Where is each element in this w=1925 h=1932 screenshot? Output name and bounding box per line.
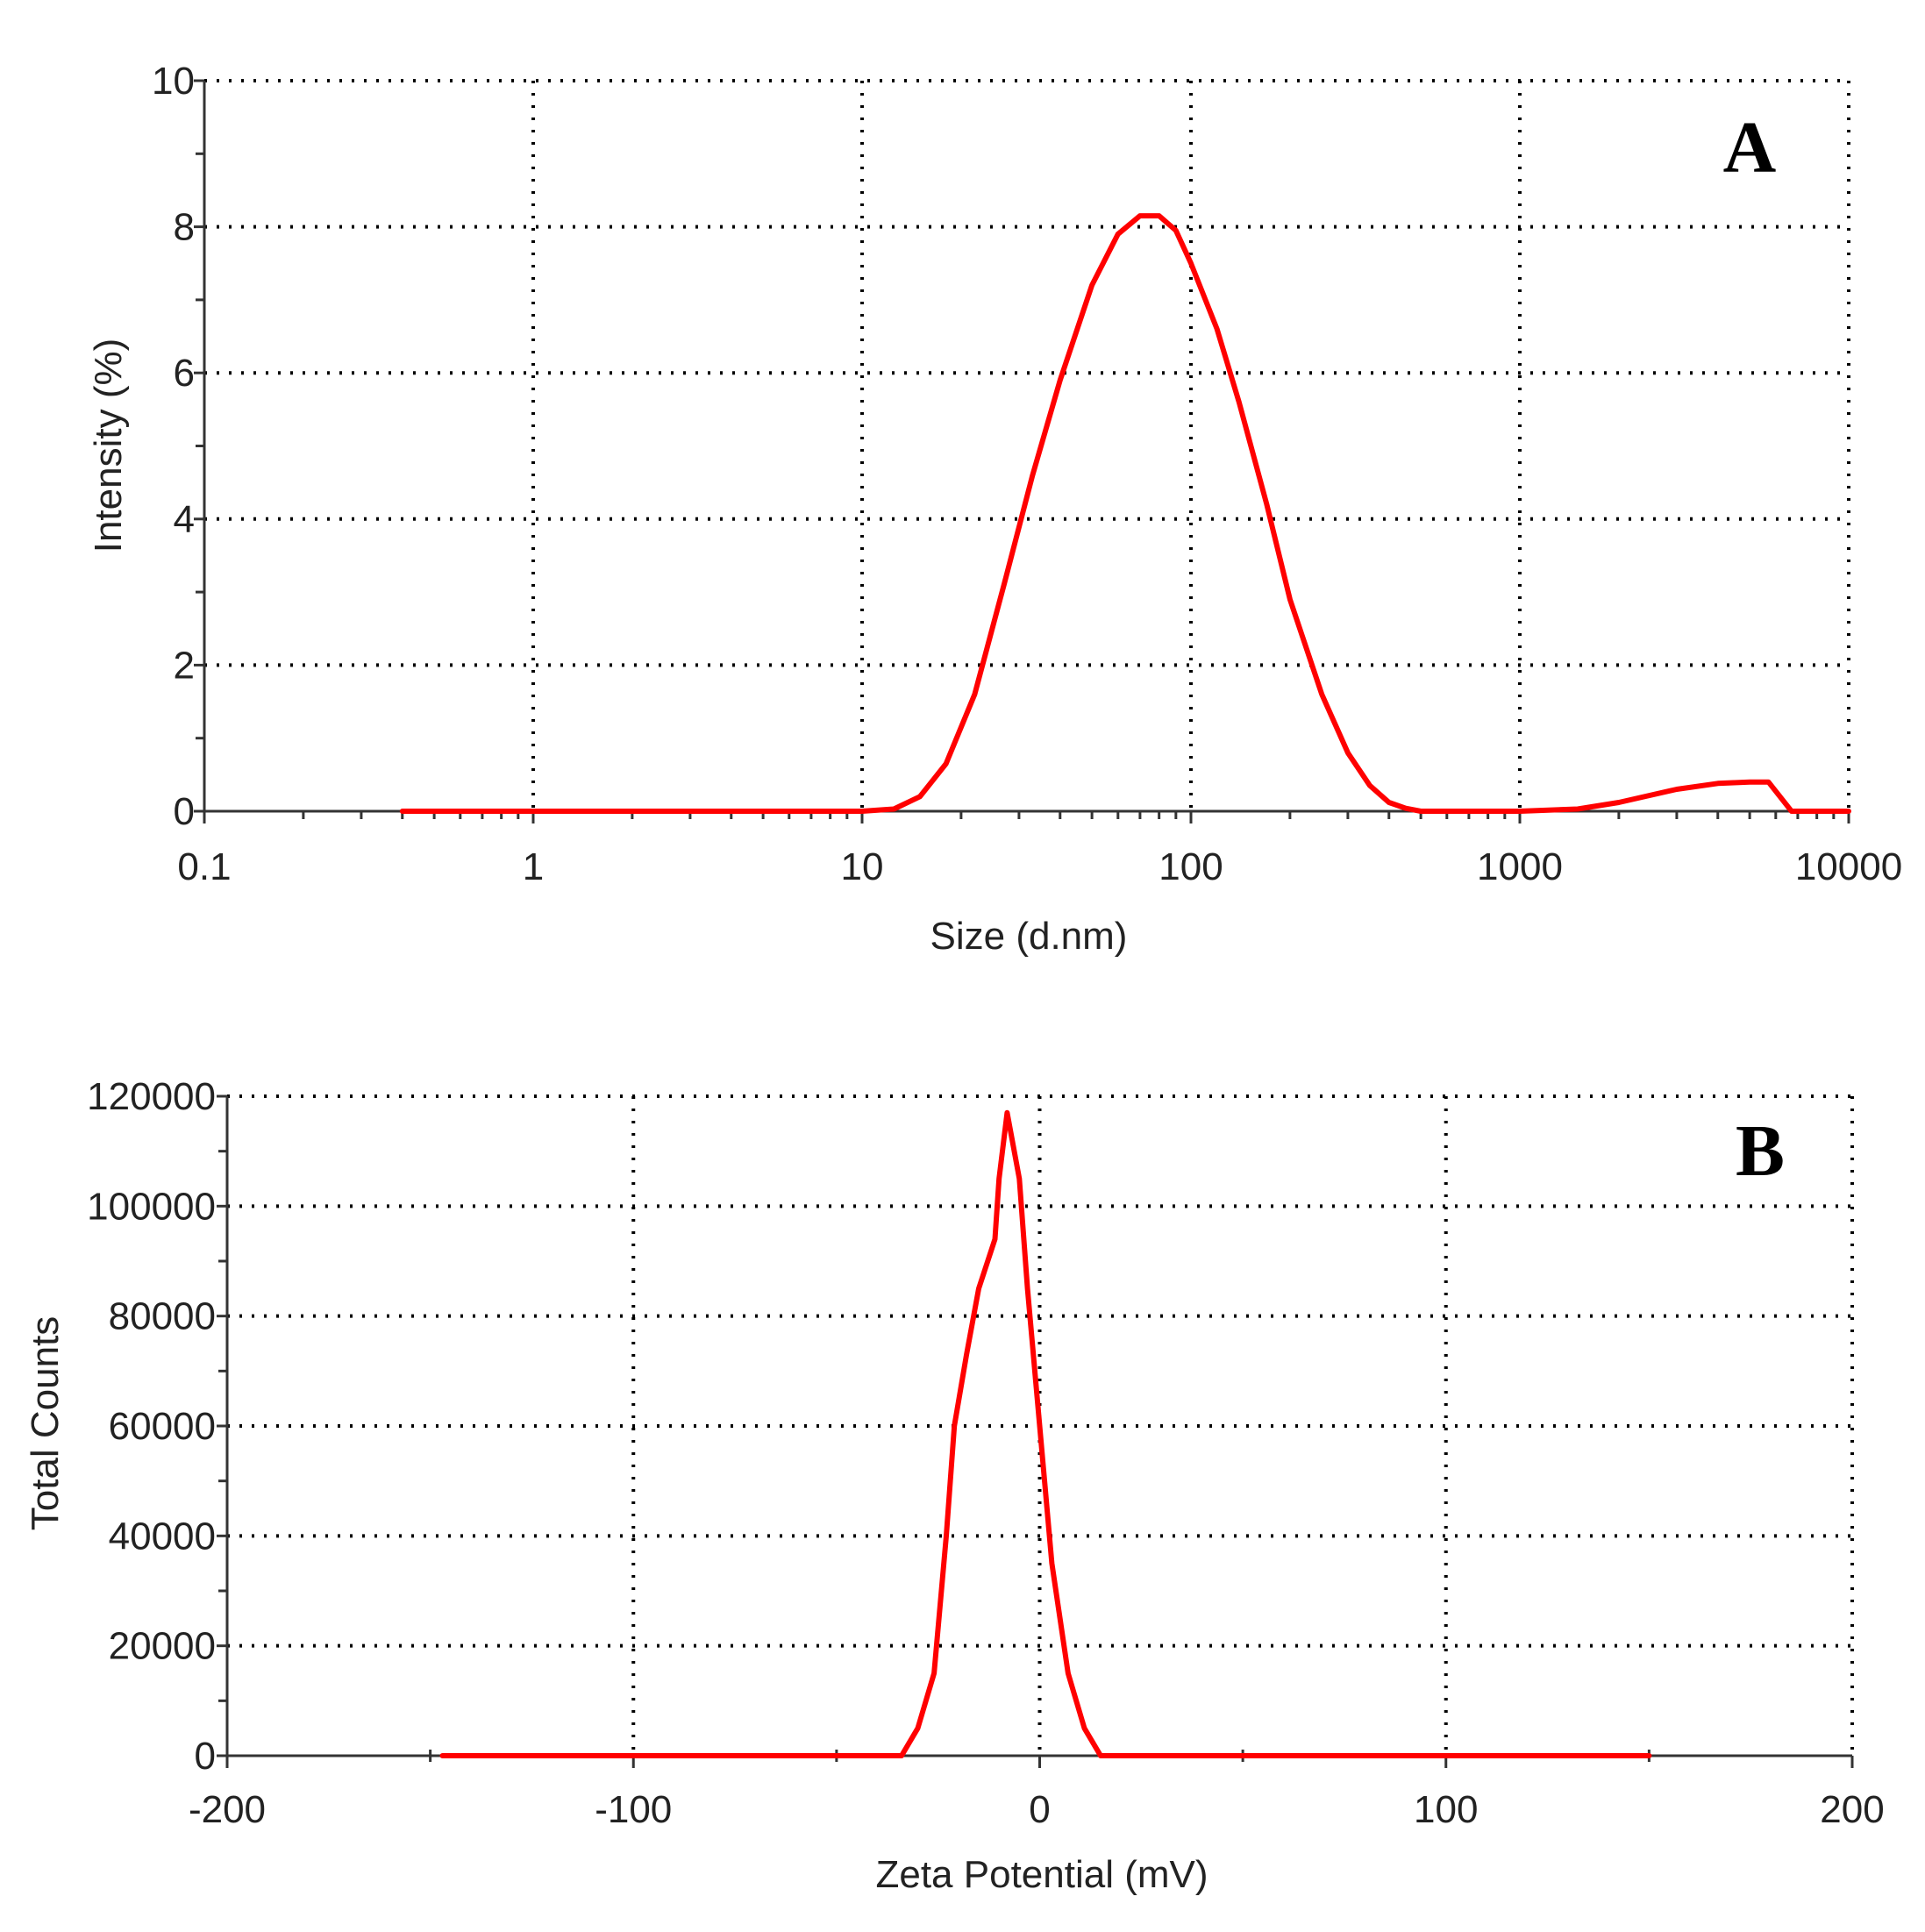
chart-b-y-axis-title: Total Counts bbox=[24, 1316, 67, 1531]
chart-b-y-tick-label: 0 bbox=[195, 1735, 216, 1778]
chart-b-x-tick-label: 100 bbox=[1414, 1788, 1478, 1831]
chart-a-y-tick-label: 2 bbox=[174, 644, 195, 687]
chart-a-x-tick-label: 10000 bbox=[1795, 845, 1902, 888]
chart-a-y-tick-label: 4 bbox=[174, 498, 195, 541]
chart-b-y-tick-label: 120000 bbox=[87, 1075, 216, 1118]
chart-b-panel-label: B bbox=[1736, 1110, 1785, 1192]
chart-b-x-tick-labels: -200 -100 0 100 200 bbox=[189, 1788, 1885, 1831]
chart-a-x-tick-label: 100 bbox=[1159, 845, 1223, 888]
chart-b-x-tick-label: -200 bbox=[189, 1788, 266, 1831]
chart-b-x-tick-label: -100 bbox=[595, 1788, 672, 1831]
chart-b-series-line bbox=[439, 1109, 1652, 1758]
chart-a-panel-label: A bbox=[1723, 107, 1777, 189]
chart-a-y-tick-label: 10 bbox=[152, 60, 195, 103]
chart-a-y-tick-labels: 0 2 4 6 8 10 bbox=[152, 60, 195, 833]
chart-b-y-tick-label: 80000 bbox=[109, 1295, 216, 1338]
chart-a-y-tick-label: 8 bbox=[174, 206, 195, 249]
chart-b-y-tick-labels: 0 20000 40000 60000 80000 100000 120000 bbox=[87, 1075, 216, 1778]
chart-a-x-tick-labels: 0.1 1 10 100 1000 10000 bbox=[177, 845, 1902, 888]
chart-b-series bbox=[439, 1109, 1652, 1758]
chart-a-x-tick-label: 1000 bbox=[1477, 845, 1563, 888]
chart-b-y-tick-label: 20000 bbox=[109, 1625, 216, 1668]
chart-a-axes bbox=[194, 79, 1850, 823]
chart-a-series-line bbox=[399, 213, 1851, 814]
chart-a-x-tick-label: 1 bbox=[523, 845, 544, 888]
chart-b-y-tick-label: 60000 bbox=[109, 1405, 216, 1448]
chart-a-y-axis-title: Intensity (%) bbox=[87, 339, 130, 553]
chart-a-y-tick-label: 6 bbox=[174, 352, 195, 395]
chart-a-x-tick-label: 0.1 bbox=[177, 845, 231, 888]
chart-a-grid bbox=[204, 79, 1850, 811]
chart-a-x-tick-label: 10 bbox=[841, 845, 884, 888]
chart-a-series bbox=[399, 213, 1851, 814]
chart-b-y-tick-label: 40000 bbox=[109, 1515, 216, 1558]
chart-b-x-tick-label: 0 bbox=[1029, 1788, 1050, 1831]
chart-b: -200 -100 0 100 200 0 20000 40000 60000 80000 100… bbox=[24, 1075, 1885, 1896]
chart-a: 0.1 1 10 100 1000 10000 0 2 4 6 8 10 Size (d.nm) I… bbox=[87, 60, 1902, 958]
chart-a-x-axis-title: Size (d.nm) bbox=[930, 915, 1128, 958]
chart-b-x-tick-label: 200 bbox=[1820, 1788, 1884, 1831]
chart-b-y-tick-label: 100000 bbox=[87, 1185, 216, 1228]
chart-b-axes bbox=[217, 1094, 1854, 1768]
chart-b-x-axis-title: Zeta Potential (mV) bbox=[875, 1853, 1208, 1896]
chart-a-y-tick-label: 0 bbox=[174, 790, 195, 833]
